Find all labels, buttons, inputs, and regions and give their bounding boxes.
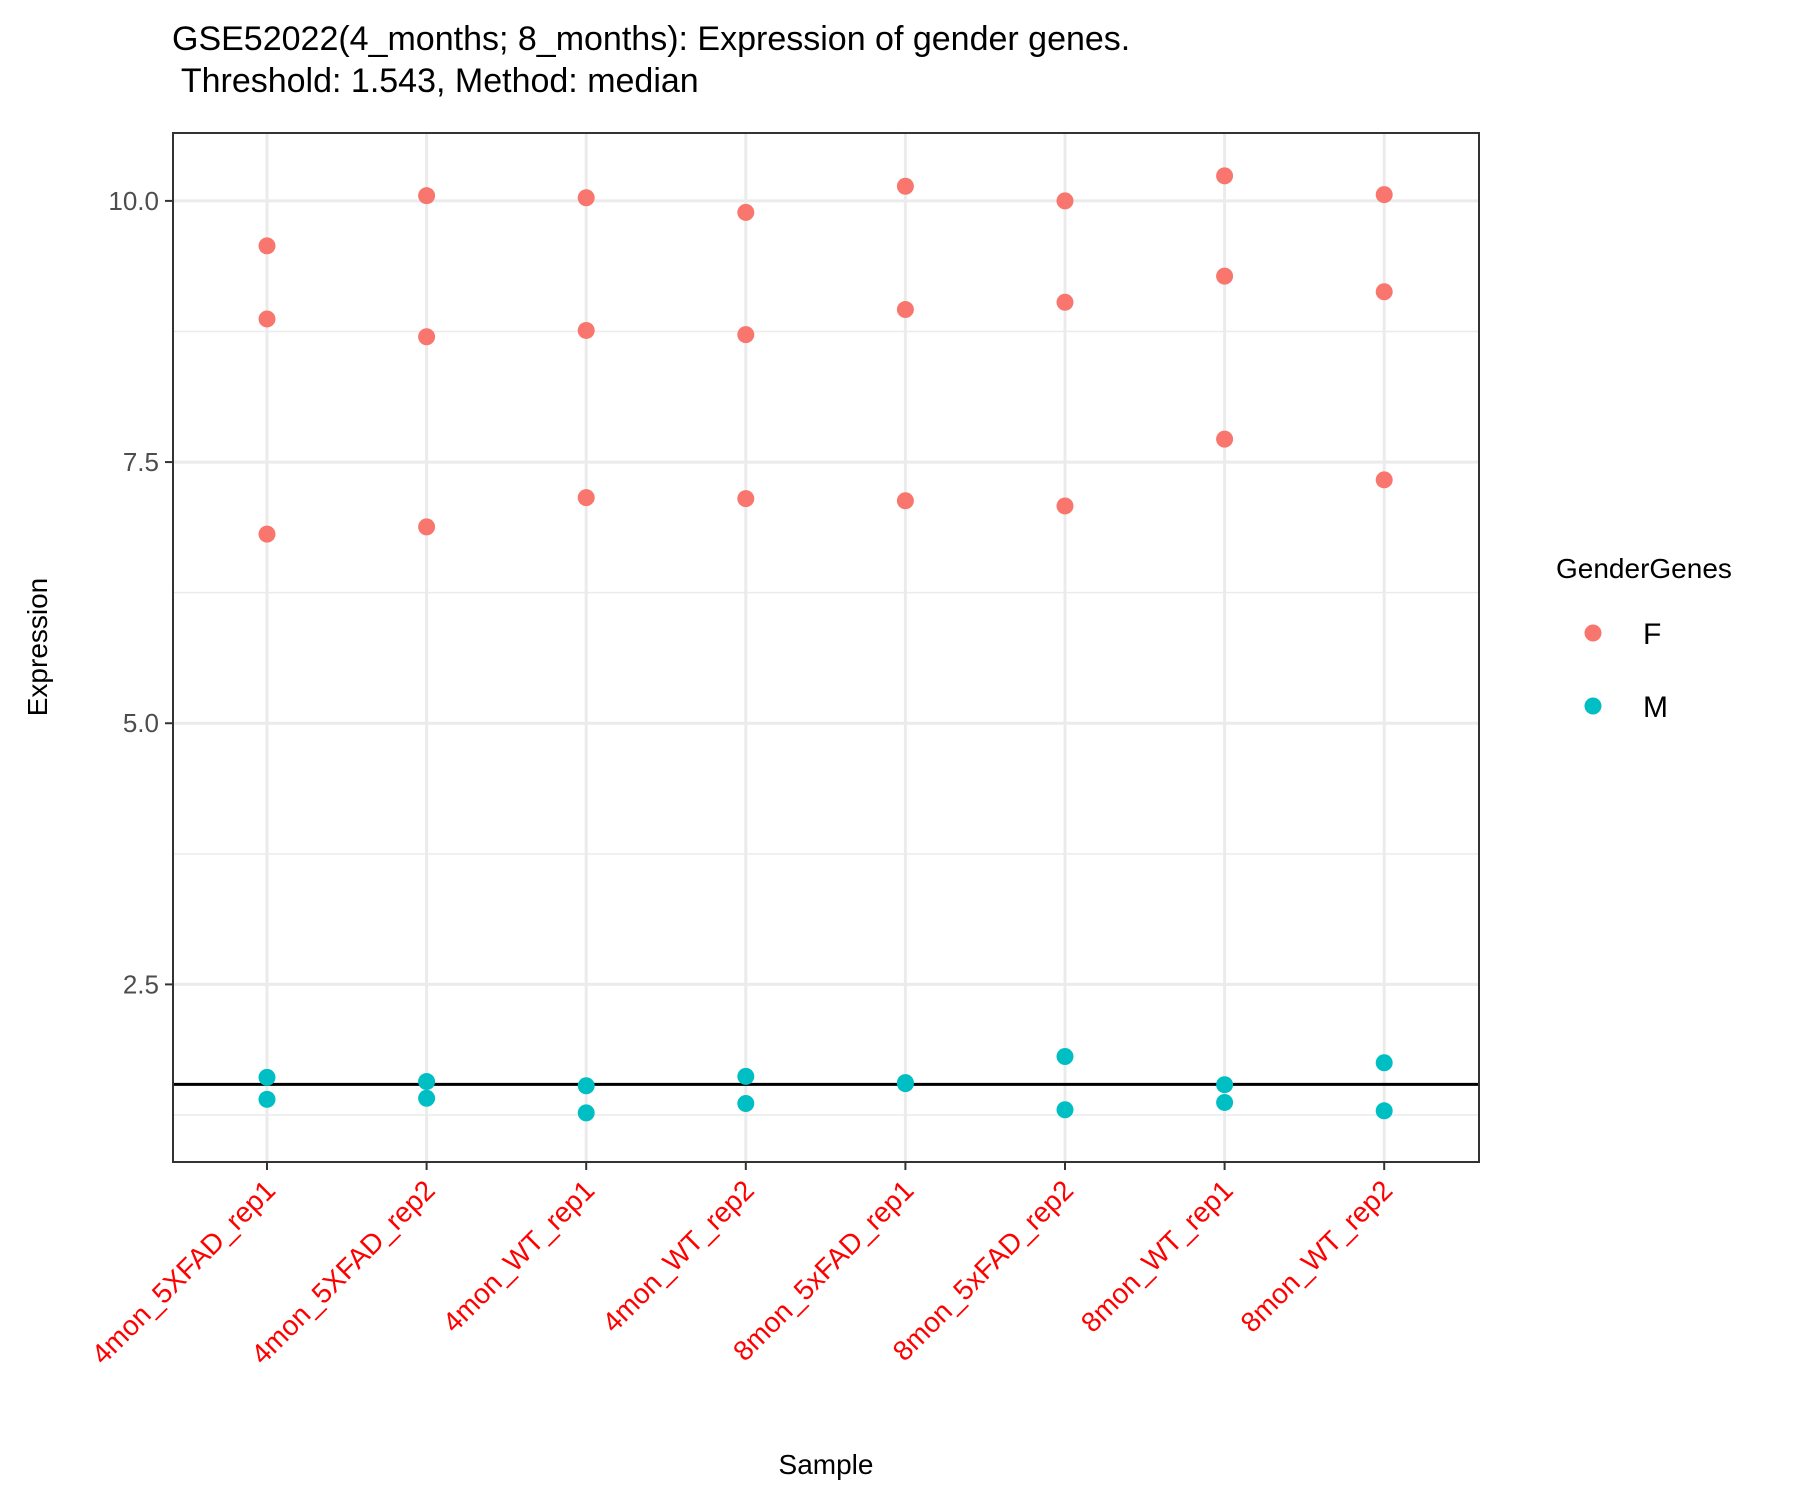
data-point-f xyxy=(737,326,755,344)
grid-major xyxy=(173,133,1479,1162)
legend-key-m xyxy=(1584,697,1602,715)
data-point-f xyxy=(896,301,914,319)
plot-panel-border xyxy=(172,132,1480,1163)
data-point-m xyxy=(577,1077,595,1095)
data-point-f xyxy=(418,187,436,205)
data-point-f xyxy=(577,189,595,207)
x-tick-label: 8mon_WT_rep1 xyxy=(1075,1174,1239,1338)
x-axis: 4mon_5XFAD_rep14mon_5XFAD_rep24mon_WT_re… xyxy=(85,1162,1398,1370)
data-point-f xyxy=(258,525,276,543)
x-tick-label: 8mon_WT_rep2 xyxy=(1235,1174,1399,1338)
data-point-f xyxy=(258,237,276,255)
points-layer xyxy=(258,167,1393,1122)
data-point-f xyxy=(896,177,914,195)
y-tick-label: 5.0 xyxy=(123,708,159,738)
data-point-m xyxy=(737,1094,755,1112)
data-point-m xyxy=(418,1073,436,1091)
data-point-m xyxy=(1216,1076,1234,1094)
x-tick-label: 4mon_5XFAD_rep2 xyxy=(245,1174,441,1370)
data-point-f xyxy=(258,310,276,328)
data-point-m xyxy=(418,1089,436,1107)
data-point-m xyxy=(577,1104,595,1122)
x-tick-label: 4mon_WT_rep2 xyxy=(596,1174,760,1338)
x-tick-label: 4mon_WT_rep1 xyxy=(437,1174,601,1338)
x-tick-label: 8mon_5xFAD_rep2 xyxy=(887,1174,1080,1367)
data-point-f xyxy=(577,321,595,339)
y-tick-label: 7.5 xyxy=(123,447,159,477)
data-point-f xyxy=(1216,167,1234,185)
data-point-f xyxy=(1056,293,1074,311)
data-point-m xyxy=(258,1090,276,1108)
x-axis-label: Sample xyxy=(779,1449,874,1480)
data-point-m xyxy=(258,1068,276,1086)
data-point-f xyxy=(418,328,436,346)
data-point-f xyxy=(1216,430,1234,448)
data-point-f xyxy=(1056,192,1074,210)
data-point-f xyxy=(418,518,436,536)
data-point-f xyxy=(1375,186,1393,204)
y-axis: 2.5 5.0 7.5 10.0 xyxy=(108,186,173,999)
legend: GenderGenes FM xyxy=(1556,553,1732,724)
data-point-m xyxy=(1056,1101,1074,1119)
chart-title: GSE52022(4_months; 8_months): Expression… xyxy=(172,20,1130,58)
data-point-m xyxy=(1056,1047,1074,1065)
data-point-f xyxy=(577,489,595,507)
y-tick-label: 10.0 xyxy=(108,186,159,216)
data-point-f xyxy=(737,203,755,221)
data-point-m xyxy=(1375,1054,1393,1072)
legend-items: FM xyxy=(1584,618,1668,724)
data-point-m xyxy=(1375,1102,1393,1120)
grid-minor xyxy=(173,330,1479,1116)
x-tick-label: 8mon_5xFAD_rep1 xyxy=(727,1174,920,1367)
legend-key-f xyxy=(1584,624,1602,642)
y-axis-label: Expression xyxy=(22,578,53,717)
legend-label-f: F xyxy=(1643,618,1661,651)
legend-label-m: M xyxy=(1643,691,1668,724)
data-point-f xyxy=(896,492,914,510)
y-tick-label: 2.5 xyxy=(123,969,159,999)
data-point-f xyxy=(1056,497,1074,515)
data-point-m xyxy=(896,1075,914,1093)
data-point-m xyxy=(737,1067,755,1085)
legend-title: GenderGenes xyxy=(1556,553,1732,584)
data-point-f xyxy=(1375,283,1393,301)
plot-panel-background xyxy=(173,133,1479,1162)
data-point-f xyxy=(737,490,755,508)
chart-subtitle: Threshold: 1.543, Method: median xyxy=(172,62,699,100)
data-point-f xyxy=(1375,471,1393,489)
data-point-m xyxy=(1216,1093,1234,1111)
data-point-f xyxy=(1216,267,1234,285)
